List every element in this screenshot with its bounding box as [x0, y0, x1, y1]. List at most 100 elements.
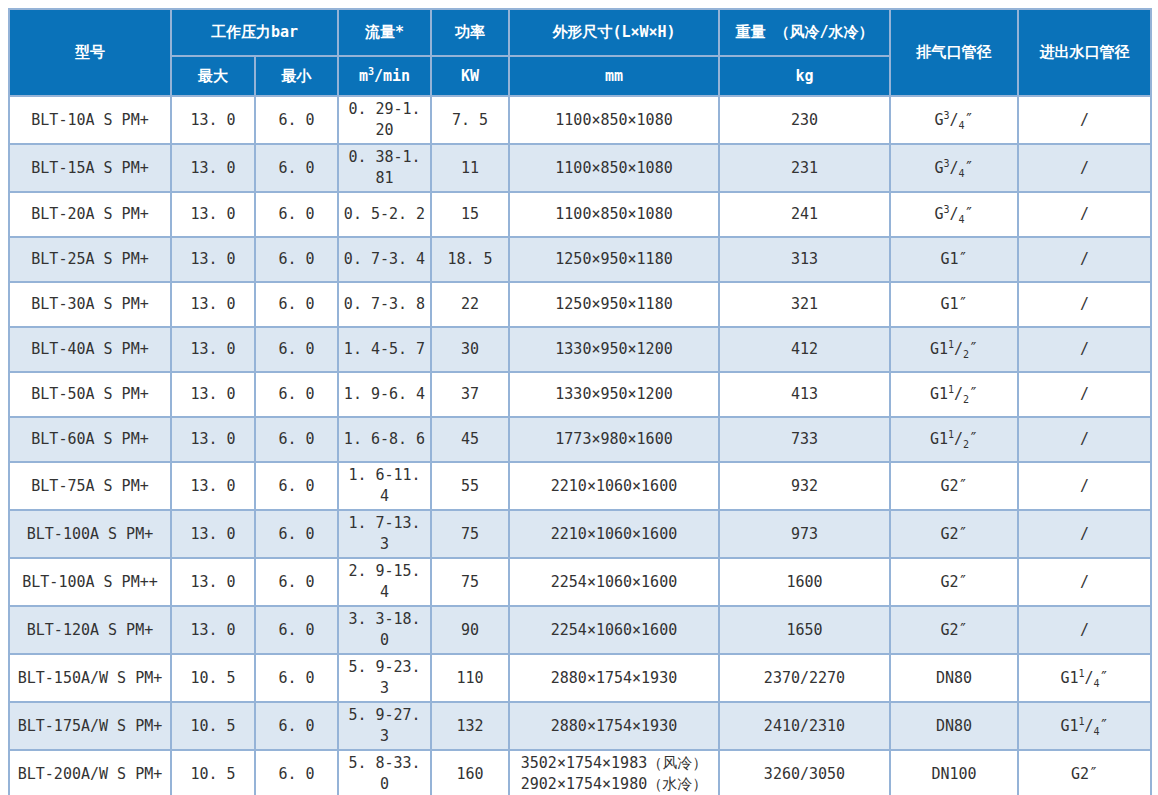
flow-cell: 0. 7-3. 4: [338, 237, 431, 282]
water-pipe-cell: /: [1018, 417, 1151, 462]
weight-cell: 413: [719, 372, 890, 417]
model-cell: BLT-30A S PM+: [9, 282, 171, 327]
column-header-flow: 流量*: [338, 9, 431, 56]
model-cell: BLT-40A S PM+: [9, 327, 171, 372]
table-body: BLT-10A S PM+13. 06. 00. 29-1. 207. 5110…: [9, 96, 1151, 795]
pressure-max-cell: 13. 0: [171, 192, 255, 237]
water-pipe-cell: /: [1018, 192, 1151, 237]
model-cell: BLT-175A/W S PM+: [9, 702, 171, 750]
column-header-pressure-min: 最小: [255, 56, 338, 96]
flow-cell: 1. 9-6. 4: [338, 372, 431, 417]
power-cell: 160: [431, 750, 509, 795]
flow-cell: 0. 29-1. 20: [338, 96, 431, 144]
pressure-max-cell: 13. 0: [171, 372, 255, 417]
model-cell: BLT-150A/W S PM+: [9, 654, 171, 702]
dims-cell: 1100×850×1080: [509, 192, 719, 237]
weight-cell: 1600: [719, 558, 890, 606]
flow-cell: 5. 9-27. 3: [338, 702, 431, 750]
pressure-min-cell: 6. 0: [255, 702, 338, 750]
dims-cell: 3502×1754×1983（风冷）2902×1754×1980（水冷）: [509, 750, 719, 795]
power-cell: 75: [431, 558, 509, 606]
pressure-min-cell: 6. 0: [255, 417, 338, 462]
model-cell: BLT-60A S PM+: [9, 417, 171, 462]
water-pipe-cell: /: [1018, 144, 1151, 192]
water-pipe-cell: G11/4″: [1018, 654, 1151, 702]
outlet-pipe-cell: G11/2″: [890, 417, 1018, 462]
column-header-water: 进出水口管径: [1018, 9, 1151, 96]
table-row: BLT-200A/W S PM+10. 56. 05. 8-33. 016035…: [9, 750, 1151, 795]
water-pipe-cell: /: [1018, 462, 1151, 510]
weight-cell: 2410/2310: [719, 702, 890, 750]
column-header-weight: 重量 （风冷/水冷）: [719, 9, 890, 56]
model-cell: BLT-75A S PM+: [9, 462, 171, 510]
outlet-pipe-cell: DN80: [890, 654, 1018, 702]
pressure-min-cell: 6. 0: [255, 750, 338, 795]
pressure-min-cell: 6. 0: [255, 510, 338, 558]
pressure-max-cell: 13. 0: [171, 282, 255, 327]
weight-cell: 230: [719, 96, 890, 144]
model-cell: BLT-120A S PM+: [9, 606, 171, 654]
spec-sheet-page: 型号 工作压力bar 流量* 功率 外形尺寸(L×W×H) 重量 （风冷/水冷）…: [0, 0, 1158, 795]
power-cell: 22: [431, 282, 509, 327]
weight-cell: 973: [719, 510, 890, 558]
pressure-min-cell: 6. 0: [255, 654, 338, 702]
water-pipe-cell: /: [1018, 372, 1151, 417]
water-pipe-cell: /: [1018, 327, 1151, 372]
pressure-max-cell: 13. 0: [171, 96, 255, 144]
power-cell: 15: [431, 192, 509, 237]
water-pipe-cell: /: [1018, 237, 1151, 282]
model-cell: BLT-15A S PM+: [9, 144, 171, 192]
flow-unit-base: m: [359, 67, 368, 85]
model-cell: BLT-50A S PM+: [9, 372, 171, 417]
dims-cell: 2210×1060×1600: [509, 462, 719, 510]
column-header-pressure-max: 最大: [171, 56, 255, 96]
flow-cell: 1. 6-11. 4: [338, 462, 431, 510]
dims-cell: 2880×1754×1930: [509, 702, 719, 750]
weight-cell: 932: [719, 462, 890, 510]
dims-cell: 2254×1060×1600: [509, 606, 719, 654]
compressor-spec-table: 型号 工作压力bar 流量* 功率 外形尺寸(L×W×H) 重量 （风冷/水冷）…: [8, 8, 1152, 795]
pressure-min-cell: 6. 0: [255, 372, 338, 417]
pressure-min-cell: 6. 0: [255, 237, 338, 282]
flow-unit-denominator: /min: [374, 67, 410, 85]
table-row: BLT-10A S PM+13. 06. 00. 29-1. 207. 5110…: [9, 96, 1151, 144]
table-row: BLT-100A S PM+13. 06. 01. 7-13. 3752210×…: [9, 510, 1151, 558]
power-cell: 90: [431, 606, 509, 654]
pressure-max-cell: 13. 0: [171, 462, 255, 510]
flow-cell: 0. 5-2. 2: [338, 192, 431, 237]
model-cell: BLT-100A S PM+: [9, 510, 171, 558]
column-header-power-unit: KW: [431, 56, 509, 96]
column-header-power: 功率: [431, 9, 509, 56]
power-cell: 110: [431, 654, 509, 702]
outlet-pipe-cell: G1″: [890, 282, 1018, 327]
pressure-max-cell: 13. 0: [171, 510, 255, 558]
weight-cell: 2370/2270: [719, 654, 890, 702]
power-cell: 55: [431, 462, 509, 510]
table-row: BLT-15A S PM+13. 06. 00. 38-1. 81111100×…: [9, 144, 1151, 192]
power-cell: 45: [431, 417, 509, 462]
outlet-pipe-cell: DN80: [890, 702, 1018, 750]
outlet-pipe-cell: G2″: [890, 510, 1018, 558]
weight-cell: 241: [719, 192, 890, 237]
outlet-pipe-cell: G3/4″: [890, 192, 1018, 237]
column-header-model: 型号: [9, 9, 171, 96]
model-cell: BLT-100A S PM++: [9, 558, 171, 606]
pressure-max-cell: 13. 0: [171, 417, 255, 462]
weight-cell: 313: [719, 237, 890, 282]
table-row: BLT-100A S PM++13. 06. 02. 9-15. 4752254…: [9, 558, 1151, 606]
water-pipe-cell: /: [1018, 282, 1151, 327]
flow-cell: 5. 8-33. 0: [338, 750, 431, 795]
outlet-pipe-cell: G11/2″: [890, 327, 1018, 372]
pressure-min-cell: 6. 0: [255, 558, 338, 606]
weight-cell: 1650: [719, 606, 890, 654]
pressure-max-cell: 13. 0: [171, 237, 255, 282]
model-cell: BLT-25A S PM+: [9, 237, 171, 282]
model-cell: BLT-200A/W S PM+: [9, 750, 171, 795]
weight-cell: 231: [719, 144, 890, 192]
model-cell: BLT-10A S PM+: [9, 96, 171, 144]
table-row: BLT-150A/W S PM+10. 56. 05. 9-23. 311028…: [9, 654, 1151, 702]
header-row-main: 型号 工作压力bar 流量* 功率 外形尺寸(L×W×H) 重量 （风冷/水冷）…: [9, 9, 1151, 56]
outlet-pipe-cell: G2″: [890, 558, 1018, 606]
pressure-max-cell: 13. 0: [171, 606, 255, 654]
outlet-pipe-cell: G2″: [890, 606, 1018, 654]
